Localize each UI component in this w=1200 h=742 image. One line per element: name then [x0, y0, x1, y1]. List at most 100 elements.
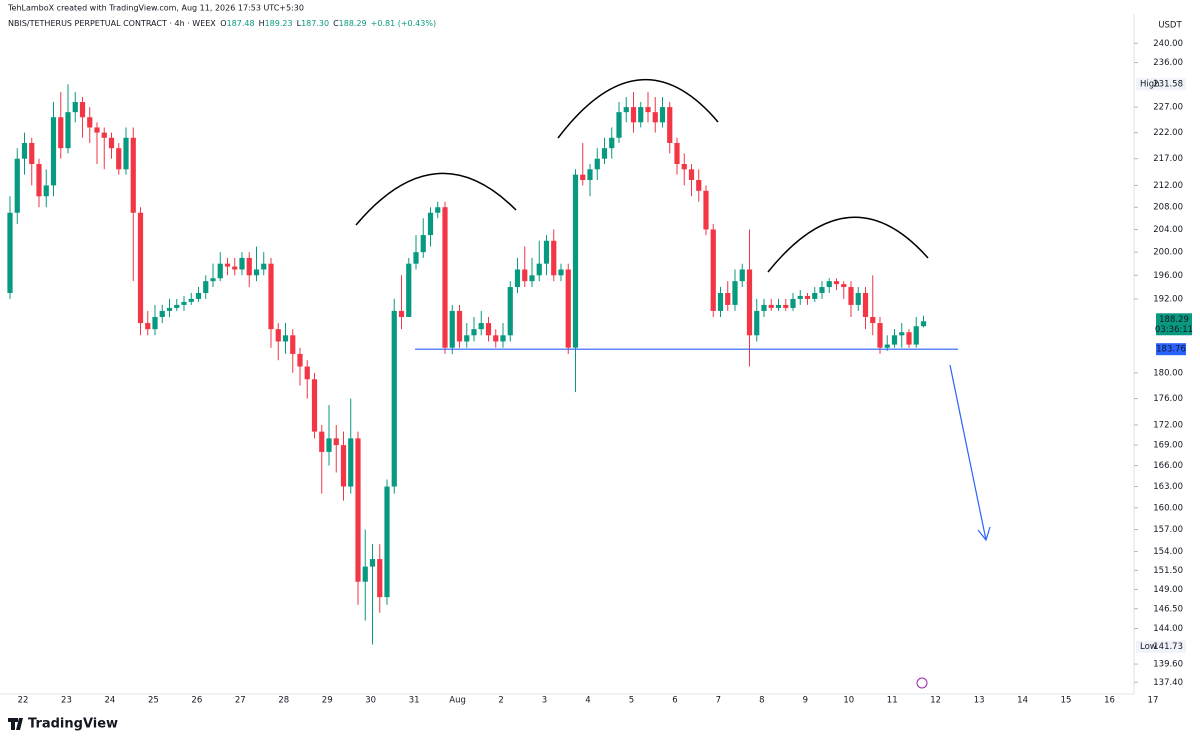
y-tick-label: 227.00 [1153, 103, 1183, 113]
candle-body [58, 117, 64, 149]
candle-body [775, 304, 782, 308]
candle-body [145, 323, 151, 330]
candle-body [623, 107, 629, 113]
symbol: NBIS/TETHERUS PERPETUAL CONTRACT · 4h · … [8, 19, 216, 28]
candle-body [913, 326, 919, 345]
candle-body [783, 304, 789, 308]
candle-body [471, 329, 477, 336]
candle-body [609, 137, 615, 149]
y-tick-label: 200.00 [1153, 248, 1183, 258]
candle-body [688, 169, 695, 181]
candle-body [833, 281, 840, 285]
candle-body [870, 316, 876, 324]
candle-body [485, 323, 492, 336]
candle-body [478, 323, 484, 330]
candle-body [36, 163, 42, 197]
ohlc-key: C [333, 19, 339, 28]
candle-body [413, 252, 419, 264]
arrow [949, 364, 987, 541]
candle-body [638, 107, 644, 123]
candle-body [14, 158, 20, 213]
candle-body [137, 212, 144, 324]
candle-body [674, 142, 680, 164]
candle-body [253, 269, 260, 276]
candle-body [717, 292, 724, 311]
y-tick-label: 240.00 [1153, 39, 1183, 49]
candle-body [732, 281, 738, 305]
y-tick-label: 217.00 [1153, 154, 1183, 164]
candle-body [464, 335, 470, 342]
candle-body [725, 292, 731, 305]
candle-body [340, 445, 347, 487]
candle-body [652, 112, 658, 123]
candle-body [790, 298, 796, 308]
candle-body [282, 335, 289, 342]
y-tick-label: 222.00 [1153, 128, 1183, 138]
y-tick-label: 208.00 [1153, 203, 1183, 213]
candle-body [797, 295, 803, 299]
x-tick-label: 24 [105, 696, 116, 706]
candle-body [29, 142, 35, 164]
x-tick-label: 3 [542, 696, 547, 706]
low-value: 141.73 [1153, 642, 1183, 652]
x-tick-label: 15 [1061, 696, 1072, 706]
y-tick-label: 180.00 [1153, 368, 1183, 378]
x-tick-label: 5 [629, 696, 634, 706]
head-arc [557, 78, 719, 139]
candle-body [311, 379, 318, 432]
candle-body [246, 257, 252, 276]
candle-body [65, 112, 71, 149]
candle-body [703, 190, 709, 230]
candle-body [746, 269, 753, 336]
shoulder-arc [767, 216, 929, 273]
candle-body [601, 148, 608, 159]
x-tick-label: 22 [18, 696, 29, 706]
candle-body [348, 438, 354, 487]
candle-body [862, 292, 869, 317]
x-tick-label: 9 [803, 696, 808, 706]
y-tick-label: 192.00 [1153, 294, 1183, 304]
candle-body [514, 269, 521, 288]
last-price: 188.29 [1159, 315, 1189, 325]
candle-body [188, 298, 194, 302]
candle-body [79, 102, 86, 118]
level-box [1156, 343, 1186, 356]
candle-body [7, 212, 13, 293]
candle-body [442, 207, 448, 348]
candle-body [812, 292, 818, 299]
y-tick-label: 139.60 [1153, 660, 1183, 670]
change: +0.81 (+0.43%) [371, 19, 436, 28]
candle-body [645, 107, 651, 113]
candle-body [123, 137, 129, 170]
logo: TradingView [8, 717, 118, 732]
candle-body [268, 263, 274, 330]
candle-body [420, 235, 426, 253]
candle-body [536, 263, 542, 276]
candle-body [87, 117, 93, 128]
candle-body [261, 263, 267, 270]
high-box [1136, 78, 1186, 91]
symbol-header: NBIS/TETHERUS PERPETUAL CONTRACT · 4h · … [8, 19, 436, 28]
candle-body [884, 344, 890, 348]
candle-body [739, 269, 745, 282]
y-tick-label: 166.00 [1153, 461, 1183, 471]
x-tick-label: 16 [1104, 696, 1115, 706]
candle-body [362, 566, 368, 582]
candle-body [920, 321, 927, 327]
ohlc-value: 188.29 [339, 19, 367, 28]
candle-body [21, 142, 28, 159]
candle-body [290, 335, 296, 354]
x-tick-label: 6 [672, 696, 677, 706]
event-icon [916, 677, 928, 689]
y-tick-label: 163.00 [1153, 482, 1183, 492]
candle-body [101, 132, 107, 138]
candle-body [369, 559, 376, 567]
high-label: High [1140, 80, 1160, 90]
ohlc-key: O [220, 19, 226, 28]
candle-body [877, 323, 883, 348]
y-tick-label: 236.00 [1153, 58, 1183, 68]
candle-body [891, 335, 898, 345]
x-tick-label: 11 [887, 696, 898, 706]
candle-body [210, 278, 216, 282]
x-tick-label: 25 [148, 696, 159, 706]
